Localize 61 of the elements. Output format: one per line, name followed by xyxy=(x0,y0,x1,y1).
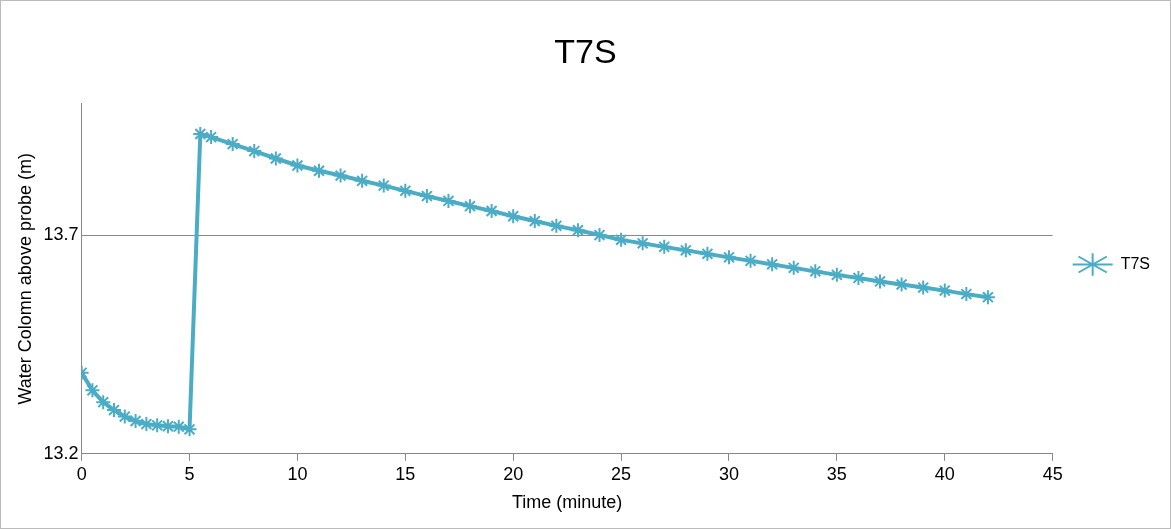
point xyxy=(958,286,975,303)
x-tick-label: 0 xyxy=(76,463,87,484)
point xyxy=(720,249,737,266)
point xyxy=(893,276,910,293)
point xyxy=(915,279,932,296)
point xyxy=(828,266,845,283)
point xyxy=(127,412,144,429)
x-tick-label: 30 xyxy=(718,463,739,484)
point xyxy=(872,273,889,290)
point xyxy=(634,235,651,252)
point xyxy=(203,129,220,146)
point xyxy=(656,238,673,255)
point xyxy=(936,282,953,299)
point xyxy=(850,269,867,286)
point xyxy=(84,382,101,399)
point xyxy=(289,157,306,174)
point xyxy=(742,252,759,269)
y-tick-label: 13.2 xyxy=(43,442,79,463)
y-tick-label: 13.7 xyxy=(43,224,79,245)
point xyxy=(505,208,522,225)
legend-label: T7S xyxy=(1120,254,1150,272)
point xyxy=(181,421,198,438)
point xyxy=(224,136,241,153)
x-tick-label: 25 xyxy=(611,463,632,484)
point xyxy=(332,167,349,184)
chart-title: T7S xyxy=(554,31,617,70)
point xyxy=(159,418,176,435)
point xyxy=(116,408,133,425)
point xyxy=(106,402,122,419)
point xyxy=(979,289,996,306)
point xyxy=(192,125,209,142)
x-tick-label: 10 xyxy=(287,463,308,484)
point xyxy=(397,182,414,199)
point xyxy=(591,227,608,244)
x-tick-label: 15 xyxy=(395,463,416,484)
point xyxy=(807,263,824,280)
point xyxy=(354,172,371,189)
point xyxy=(785,259,802,276)
point xyxy=(483,202,500,219)
y-axis-title: Water Colomn above probe (m) xyxy=(14,153,35,405)
point xyxy=(548,217,565,234)
x-tick-label: 20 xyxy=(503,463,524,484)
point xyxy=(95,394,112,411)
point xyxy=(440,192,457,209)
point xyxy=(526,213,543,230)
point xyxy=(764,256,781,273)
point xyxy=(267,150,284,167)
point xyxy=(310,162,327,179)
x-tick-label: 35 xyxy=(826,463,847,484)
x-tick-label: 45 xyxy=(1042,463,1063,484)
x-tick-label: 40 xyxy=(934,463,955,484)
point xyxy=(699,245,716,262)
point xyxy=(418,188,435,205)
point xyxy=(462,198,479,215)
point xyxy=(375,177,392,194)
x-axis-title: Time (minute) xyxy=(511,492,623,513)
point xyxy=(613,231,630,248)
x-tick-label: 5 xyxy=(184,463,195,484)
point xyxy=(569,222,586,239)
point xyxy=(677,242,694,259)
point xyxy=(246,143,263,160)
